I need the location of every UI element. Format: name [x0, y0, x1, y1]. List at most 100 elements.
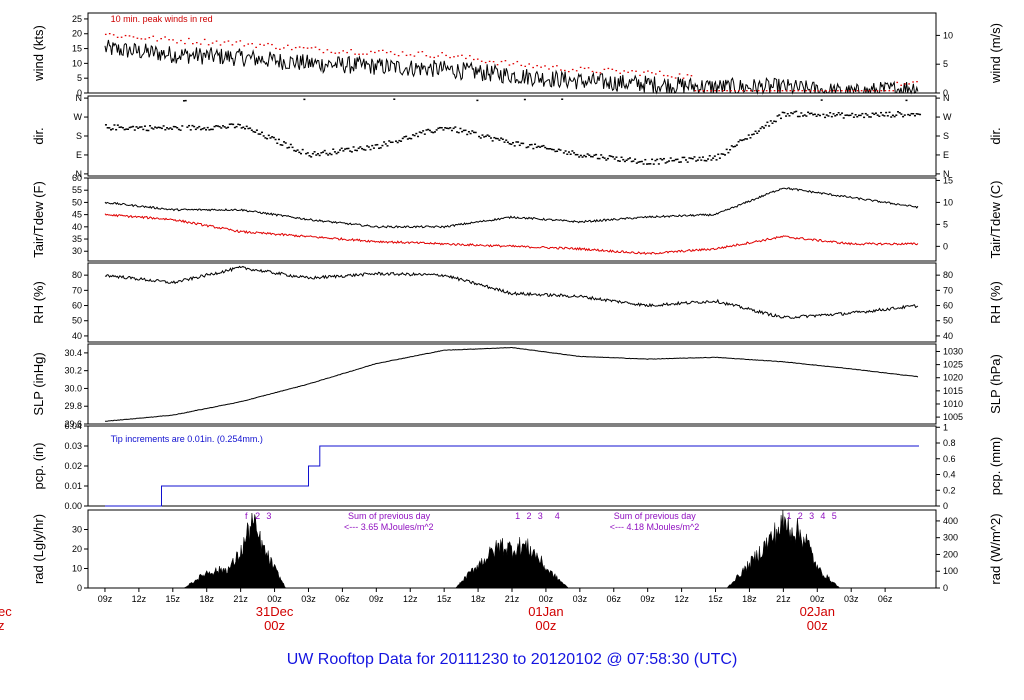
series-dir-point	[919, 113, 922, 116]
series-dir-point	[486, 134, 489, 136]
series-wind-peak	[512, 63, 515, 65]
series-dir-point	[456, 131, 459, 133]
series-dir-point	[601, 156, 604, 159]
series-dir-point	[216, 125, 219, 127]
series-dir-point	[349, 150, 352, 152]
series-dir-point	[625, 159, 628, 162]
day-label-clipped: ec	[0, 604, 12, 619]
series-wind-peak	[730, 90, 732, 92]
series-wind-peak	[393, 53, 396, 56]
series-dir-point	[744, 138, 747, 140]
series-wind-peak	[445, 54, 447, 57]
series-dir-point	[371, 144, 374, 147]
series-rad-day-2	[454, 537, 570, 589]
y-tick-label-left: E	[76, 150, 82, 160]
series-dir-point	[834, 115, 837, 117]
series-dir-point	[257, 133, 260, 135]
series-dir-point	[513, 145, 516, 147]
series-dir-point	[306, 152, 309, 154]
series-dir-point	[147, 129, 150, 132]
y-label-left-pcp: pcp. (in)	[31, 443, 46, 490]
series-dir-point	[781, 111, 784, 114]
series-wind-peak	[516, 60, 519, 63]
series-dir-point	[242, 126, 245, 129]
series-dir-point	[332, 148, 335, 150]
series-dir-point	[693, 156, 696, 158]
series-wind	[104, 39, 919, 95]
series-dir-point	[491, 140, 494, 142]
series-wind-peak	[773, 90, 776, 92]
series-dir-point	[425, 129, 428, 131]
series-dir-point	[291, 146, 294, 149]
series-wind-peak	[508, 64, 511, 66]
series-wind-peak	[896, 81, 899, 84]
y-tick-label-right: 0.6	[943, 454, 956, 464]
series-dir-point	[661, 159, 664, 161]
series-dir-point	[527, 146, 530, 148]
rad-marker: 2	[526, 511, 531, 521]
day-label: 02Jan	[800, 604, 835, 619]
series-dir-point	[856, 115, 859, 118]
series-dir-point	[213, 125, 216, 128]
rad-sum-label: Sum of previous day	[614, 511, 697, 521]
series-dir-point	[342, 150, 345, 152]
series-dir-point	[590, 155, 593, 158]
series-dir-point	[106, 127, 109, 129]
series-dir-point	[164, 128, 167, 131]
series-dir-point	[244, 127, 247, 130]
series-wind-peak	[259, 43, 261, 46]
series-wind-peak	[128, 35, 131, 37]
series-wind-peak	[916, 81, 918, 83]
series-dir-point	[842, 117, 845, 119]
series-dir-point	[561, 98, 564, 100]
series-wind-peak	[488, 60, 491, 63]
series-dir-point	[422, 130, 425, 132]
y-tick-label-right: E	[943, 150, 949, 160]
series-dir-point	[296, 149, 299, 151]
y-tick-label-left: 35	[72, 234, 82, 244]
series-dir-point	[839, 113, 842, 116]
series-dir-point	[367, 146, 370, 148]
series-dir-point	[113, 124, 116, 126]
series-dir-point	[742, 139, 745, 141]
pcp-annotation: Tip increments are 0.01in. (0.254mm.)	[111, 434, 263, 444]
series-dir-point	[554, 150, 557, 153]
series-dir-point	[277, 138, 280, 141]
y-tick-label-left: 10	[72, 564, 82, 574]
series-dir-point	[861, 112, 864, 115]
series-wind-peak	[710, 90, 713, 92]
series-dir-point	[359, 146, 362, 148]
series-wind-peak	[354, 53, 356, 55]
series-dir-point	[545, 147, 548, 150]
series-dir-point	[489, 137, 492, 139]
series-dir-point	[880, 111, 883, 114]
series-wind-peak	[290, 48, 293, 51]
x-tick-label: 09z	[98, 594, 113, 604]
series-dir-point	[800, 112, 803, 114]
series-tair	[104, 187, 919, 229]
series-dir-point	[121, 126, 124, 129]
series-wind-peak	[279, 48, 281, 50]
series-dir-point	[549, 148, 552, 150]
series-dir-point	[866, 114, 869, 116]
series-wind-peak	[536, 64, 538, 67]
series-wind-peak	[856, 90, 859, 92]
y-tick-label-left: 20	[72, 29, 82, 39]
series-dir-point	[215, 125, 218, 127]
series-wind-peak	[350, 49, 352, 51]
series-dir-point	[876, 114, 879, 116]
footer-title: UW Rooftop Data for 20111230 to 20120102…	[286, 651, 738, 668]
series-wind-peak	[449, 56, 451, 59]
series-wind-peak	[302, 47, 305, 49]
series-dir-point	[757, 130, 760, 132]
series-wind-peak	[346, 51, 348, 54]
series-dir-point	[288, 146, 291, 149]
series-dir-point	[281, 144, 284, 146]
series-wind-peak	[809, 90, 811, 92]
series-dir-point	[379, 147, 382, 149]
series-dir-point	[427, 128, 430, 131]
series-dir-point	[634, 158, 637, 160]
series-dir-point	[133, 129, 136, 131]
series-dir-point	[194, 128, 197, 131]
series-dir-point	[388, 140, 391, 142]
